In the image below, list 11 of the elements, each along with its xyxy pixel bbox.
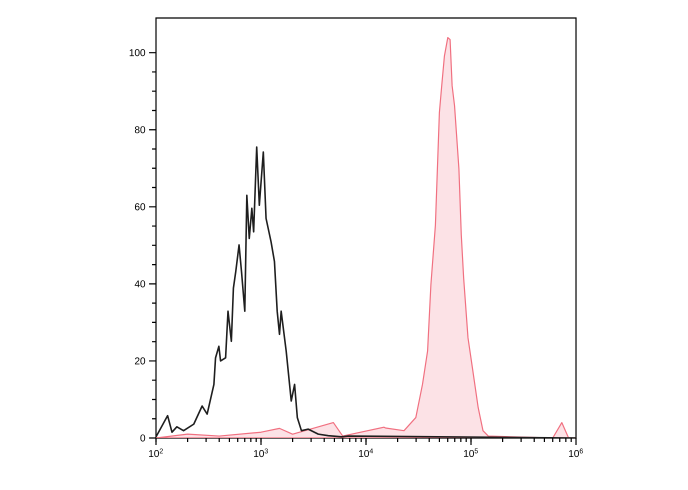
x-tick-label: 10$^{3}$ <box>254 448 268 458</box>
y-tick-label: 20 <box>134 357 146 364</box>
x-tick-label: 10$^{2}$ <box>149 448 163 458</box>
x-tick-label: 10$^{5}$ <box>464 448 478 457</box>
y-tick-label: 40 <box>134 280 146 288</box>
y-tick-label: 100 <box>130 49 146 56</box>
x-tick-label: 10$^{4}$ <box>359 448 374 457</box>
x-tick-label: 10$^{6}$ <box>569 448 583 458</box>
y-tick-label: 0 <box>140 434 146 442</box>
y-tick-label: 80 <box>134 126 146 134</box>
y-tick-label: 60 <box>134 203 146 210</box>
